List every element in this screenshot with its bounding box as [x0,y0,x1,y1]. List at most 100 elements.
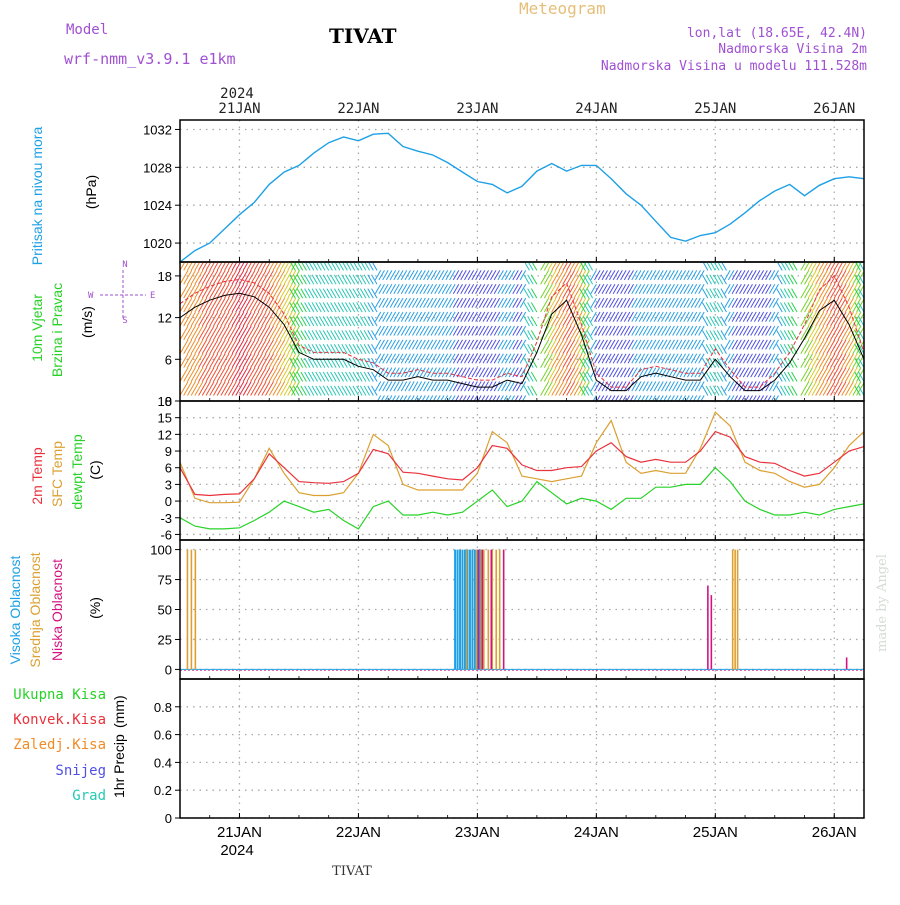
wind-arrow [311,357,318,368]
wind-arrow [289,343,296,354]
wind-arrow [679,367,686,378]
wind-arrow [205,339,215,354]
wind-arrow [804,353,813,368]
wind-arrow [508,325,515,336]
top-tick-label-26JAN: 26JAN [813,101,855,117]
wind-arrow [642,270,649,281]
wind-arrow [296,343,304,354]
wind-arrow [530,330,538,341]
wind-arrow [415,270,423,281]
wind-arrow [385,353,393,364]
wind-arrow [716,274,724,285]
wind-arrow [279,367,289,382]
wind-arrow [455,395,460,401]
wind-arrow [664,270,672,281]
wind-arrow [663,395,668,401]
wind-arrow [523,302,530,313]
wind-arrow [411,311,419,322]
wind-arrow [180,311,189,327]
wind-arrow [445,381,452,392]
wind-arrow [257,381,267,396]
wind-arrow [679,325,686,336]
wind-arrow [246,367,256,382]
wind-arrow [609,270,616,281]
wind-arrow [434,311,441,322]
wind-arrow [504,270,512,281]
wind-arrow [497,270,504,281]
wind-arrow [540,297,550,313]
wind-arrow [742,325,750,336]
wind-arrow [190,270,200,285]
wind-ylabel2: Brzina i Pravac [49,283,65,377]
wind-arrow [449,311,456,322]
wind-arrow [833,325,843,341]
wind-arrow [616,339,623,350]
wind-arrow [562,297,572,313]
wind-arrow [415,325,423,336]
wind-arrow [776,274,783,285]
wind-arrow [315,316,322,327]
wind-arrow [594,270,601,281]
wind-arrow [268,262,275,271]
wind-arrow [300,330,307,341]
wind-arrow [768,353,776,364]
wind-arrow [378,353,385,364]
wind-arrow [746,381,753,392]
wind-arrow [739,297,746,308]
wind-arrow [348,385,356,396]
wind-arrow [739,311,746,322]
wind-arrow [319,316,326,327]
bottom-tick-label-26JAN: 26JAN [812,824,857,841]
wind-arrow [609,311,616,322]
wind-arrow [807,270,817,285]
wind-arrow [750,270,757,281]
wind-arrow [441,367,449,378]
wind-arrow [833,262,840,271]
wind-arrow [724,283,731,295]
wind-arrow [664,325,672,336]
wind-arrow [415,367,423,378]
wind-arrow [333,288,341,299]
wind-arrow [257,284,267,299]
wind-arrow [462,395,467,401]
wind-arrow [527,274,534,285]
wind-arrow [739,381,746,392]
wind-arrow [657,297,664,308]
wind-arrow [638,353,646,364]
wind-arrow [300,371,307,382]
top-tick-label-21JAN: 21JAN [218,101,260,117]
wind-arrow [724,325,731,336]
wind-arrow [672,270,679,281]
wind-arrow [486,283,493,295]
wind-arrow [374,297,382,308]
wind-arrow [756,395,761,401]
wind-arrow [307,302,315,313]
wind-arrow [844,381,854,396]
wind-arrow [783,302,791,313]
wind-arrow [826,367,836,382]
wind-arrow [464,339,471,350]
wind-arrow [304,274,311,285]
wind-arrow [573,367,583,382]
wind-arrow [765,311,772,322]
wind-arrow [397,353,404,364]
wind-arrow [753,270,761,281]
wind-arrow [216,262,223,271]
wind-arrow [573,353,583,368]
wind-arrow [705,302,713,313]
wind-arrow [627,325,634,336]
wind-arrow [452,283,460,295]
wind-arrow [239,297,248,313]
wind-arrow [516,325,523,336]
wind-arrow [692,395,698,401]
wind-arrow [497,311,504,322]
wind-arrow [844,311,854,327]
wind-arrow [239,381,248,396]
wind-arrow [605,381,612,392]
wind-arrow [272,270,282,285]
wind-arrow [527,330,534,341]
wind-arrow [367,357,374,368]
cloud-axis-title: Visoka Oblacnost Srednja Oblacnost Niska… [7,552,103,667]
altitude-label: Nadmorska Visina 2m [718,42,867,57]
wind-arrow [735,311,742,322]
